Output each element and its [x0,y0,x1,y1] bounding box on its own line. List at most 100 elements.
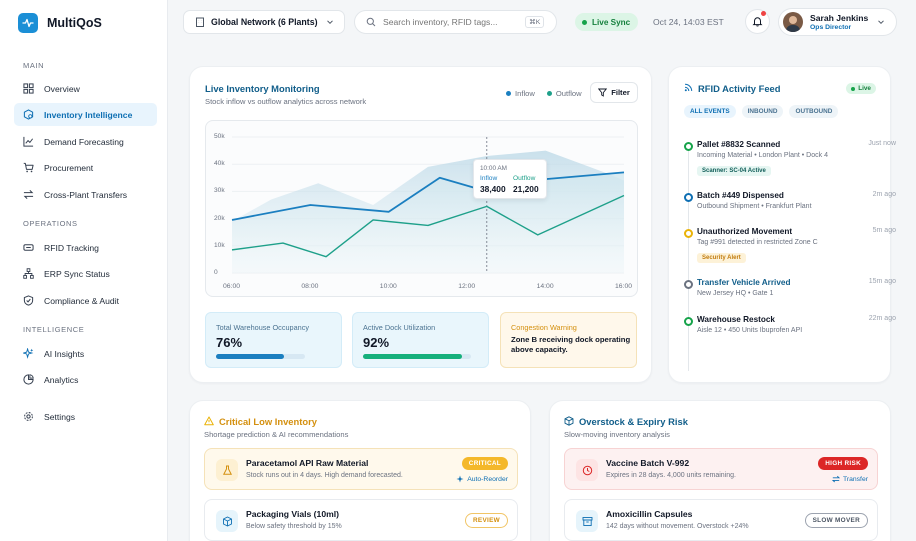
metric-label: Total Warehouse Occupancy [216,323,310,332]
feed-event[interactable]: Pallet #8832 Scanned Just now Incoming M… [697,140,896,177]
flask-icon [216,459,238,481]
rss-icon [684,83,693,92]
user-menu[interactable]: Sarah Jenkins Ops Director [778,8,897,36]
network-selector[interactable]: Global Network (6 Plants) [183,10,345,34]
x-tick-label: 06:00 [223,283,241,290]
sidebar-item-label: Compliance & Audit [44,295,119,306]
inventory-risk-row[interactable]: Vaccine Batch V-992 Expires in 28 days. … [564,448,878,490]
event-title: Warehouse Restock [697,315,775,324]
transfer-arrows-icon [23,190,34,199]
tooltip-inflow-label: Inflow [480,175,498,182]
x-tick-label: 10:00 [379,283,397,290]
critical-title: Critical Low Inventory [219,416,317,427]
warning-triangle-icon [204,416,214,426]
chevron-down-icon [878,20,885,25]
sidebar-item-label: Overview [44,83,80,94]
legend-inflow-dot-icon [506,91,511,96]
sidebar-item-demand-forecasting[interactable]: Demand Forecasting [14,130,157,153]
feed-event[interactable]: Transfer Vehicle Arrived 15m ago New Jer… [697,278,896,297]
event-status-dot-icon [684,193,693,202]
x-tick-label: 12:00 [458,283,476,290]
series-line-outflow [231,194,625,258]
chart-area: 50k 40k 30k 20k 10k 0 06:00 08:00 10:00 12:00 14:0… [205,120,638,297]
brand[interactable]: MultiQoS [18,13,102,33]
sidebar-item-analytics[interactable]: Analytics [14,368,157,391]
avatar [783,12,803,32]
x-tick-label: 14:00 [536,283,554,290]
sidebar-item-procurement[interactable]: Procurement [14,156,157,179]
x-tick-label: 16:00 [615,283,633,290]
overstock-expiry-card: Overstock & Expiry Risk Slow-moving inve… [549,400,891,541]
inventory-alert-row[interactable]: Paracetamol API Raw Material Stock runs … [204,448,518,490]
sidebar-item-rfid-tracking[interactable]: RFID Tracking [14,236,157,259]
monitoring-subtitle: Stock inflow vs outflow analytics across… [205,97,367,106]
metric-value: 76% [216,335,243,350]
sidebar-item-cross-plant-transfers[interactable]: Cross-Plant Transfers [14,183,157,206]
event-subtitle: Aisle 12 • 450 Units Ibuprofen API [697,327,803,334]
auto-reorder-label: Auto-Reorder [467,475,508,483]
sidebar-item-settings[interactable]: Settings [14,405,157,428]
sidebar-item-label: Cross-Plant Transfers [44,189,128,200]
event-time: 22m ago [868,315,896,322]
inventory-subtitle: Stock runs out in 4 days. High demand fo… [246,472,403,479]
event-tag: Scanner: SC-04 Active [697,166,771,176]
notifications-button[interactable] [745,9,770,34]
nav-section-main: MAIN [23,61,45,70]
metric-value: 92% [363,335,390,350]
tooltip-time: 10:00 AM [480,165,508,172]
grid-icon [23,83,34,94]
inventory-subtitle: Below safety threshold by 15% [246,523,342,530]
filter-button[interactable]: Filter [590,82,638,103]
sidebar-item-label: Procurement [44,162,94,173]
rfid-feed-card: RFID Activity Feed Live ALL EVENTS INBOU… [668,66,896,383]
dock-utilization-metric: Active Dock Utilization 92% [352,312,489,368]
inventory-risk-row[interactable]: Amoxicillin Capsules 142 days without mo… [564,499,878,541]
pulse-logo-icon [18,13,38,33]
sidebar-item-ai-insights[interactable]: AI Insights [14,342,157,365]
event-title: Unauthorized Movement [697,227,793,236]
cube-search-icon [23,109,34,120]
event-subtitle: Incoming Material • London Plant • Dock … [697,152,828,159]
y-tick-label: 10k [214,241,225,249]
inventory-alert-row[interactable]: Packaging Vials (10ml) Below safety thre… [204,499,518,541]
event-time: Just now [868,140,896,147]
sparkles-icon [23,348,34,359]
sidebar-item-erp-sync-status[interactable]: ERP Sync Status [14,262,157,285]
nav-section-intelligence: INTELLIGENCE [23,325,85,334]
filter-icon [598,88,608,97]
event-title: Transfer Vehicle Arrived [697,278,791,287]
event-time: 5m ago [872,227,896,234]
feed-event[interactable]: Unauthorized Movement 5m ago Tag #991 de… [697,227,896,264]
tab-inbound[interactable]: INBOUND [741,105,784,118]
tab-outbound[interactable]: OUTBOUND [789,105,839,118]
sidebar-item-label: Demand Forecasting [44,136,124,147]
event-status-dot-icon [684,280,693,289]
sidebar-item-overview[interactable]: Overview [14,77,157,100]
inflow-outflow-chart [231,136,625,274]
search-input[interactable] [383,17,523,27]
tab-all-events[interactable]: ALL EVENTS [684,105,736,118]
transfer-link[interactable]: Transfer [831,475,868,483]
critical-badge: CRITICAL [461,457,508,470]
y-tick-label: 30k [214,187,225,195]
inventory-title: Vaccine Batch V-992 [606,458,690,468]
bell-icon [752,17,763,27]
user-role: Ops Director [810,24,852,31]
sidebar-item-inventory-intelligence[interactable]: Inventory Intelligence [14,103,157,126]
user-name: Sarah Jenkins [810,13,869,23]
status-dot-icon [582,19,587,25]
sidebar-item-compliance-audit[interactable]: Compliance & Audit [14,289,157,312]
congestion-warning: Congestion Warning Zone B receiving dock… [500,312,637,368]
feed-event[interactable]: Batch #449 Dispensed 2m ago Outbound Shi… [697,191,896,210]
overstock-title: Overstock & Expiry Risk [579,416,688,427]
feed-event[interactable]: Warehouse Restock 22m ago Aisle 12 • 450… [697,315,896,334]
sidebar-item-label: RFID Tracking [44,242,99,253]
event-time: 2m ago [872,191,896,198]
auto-reorder-link[interactable]: Auto-Reorder [456,475,508,483]
search-box[interactable]: ⌘K [354,10,557,34]
live-label: Live [858,85,871,92]
chart-legend: Inflow Outflow [506,89,582,98]
critical-subtitle: Shortage prediction & AI recommendations [204,430,349,439]
chart-tooltip: 10:00 AM Inflow 38,400 Outflow 21,200 [473,159,547,199]
live-badge: Live [846,83,876,94]
